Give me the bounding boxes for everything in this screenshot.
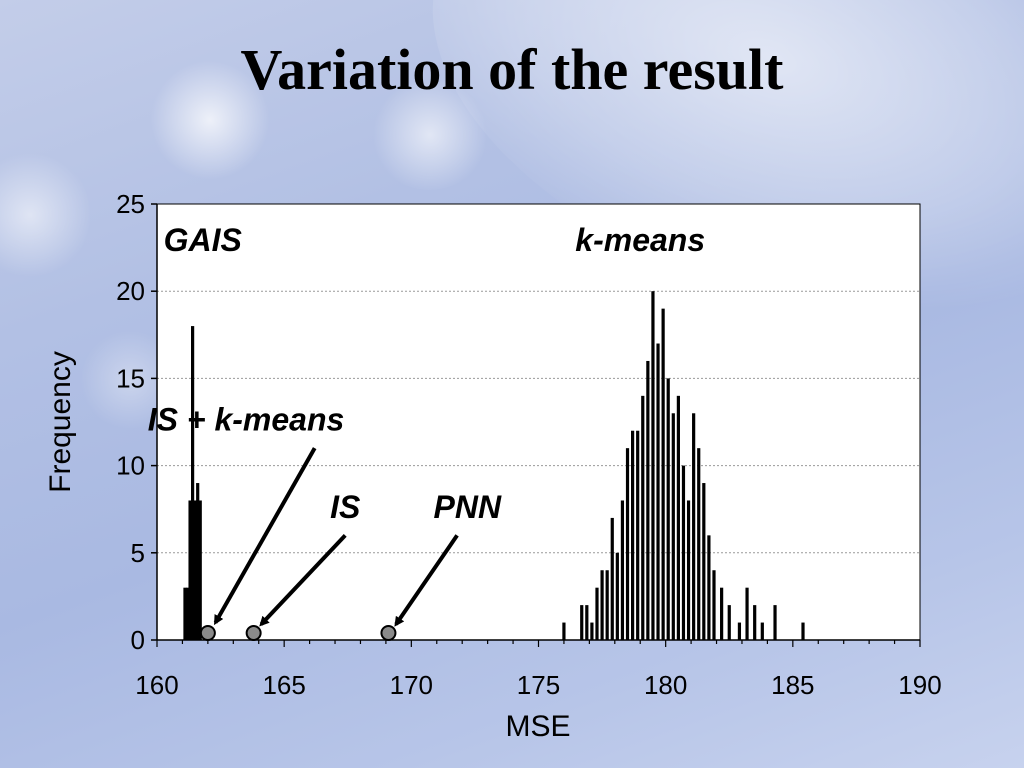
k-means-bar (666, 378, 670, 640)
k-means-bar (636, 430, 640, 640)
y-axis-label: Frequency (44, 351, 77, 493)
k-means-bar (562, 622, 566, 640)
k-means-bar (625, 448, 630, 640)
method-point (380, 625, 397, 642)
annotation-label: GAIS (164, 222, 243, 258)
gais-bar (188, 500, 192, 640)
y-tick-label: 0 (131, 625, 145, 655)
k-means-bar (595, 587, 599, 640)
k-means-bar (745, 587, 749, 640)
k-means-bar (692, 413, 696, 640)
k-means-bar (773, 605, 777, 640)
x-tick-label: 170 (390, 670, 433, 700)
k-means-bar (610, 517, 614, 640)
k-means-bar (580, 605, 584, 640)
plot-area (156, 203, 921, 641)
k-means-bar (712, 570, 716, 640)
k-means-bar (590, 622, 594, 640)
background-glow (370, 80, 490, 190)
y-tick-label: 15 (116, 363, 145, 393)
k-means-bar (631, 430, 635, 640)
k-means-bar (681, 465, 686, 640)
k-means-bar (656, 343, 660, 640)
k-means-bar (702, 483, 706, 640)
y-tick-label: 5 (131, 538, 145, 568)
annotation-label: k-means (575, 222, 705, 258)
gais-bar (196, 483, 200, 640)
k-means-bar (661, 308, 665, 640)
k-means-bar (585, 605, 589, 640)
annotation-label: IS (330, 489, 361, 525)
gais-bar (185, 587, 190, 640)
x-tick-label: 190 (898, 670, 941, 700)
slide-title: Variation of the result (240, 37, 784, 102)
x-tick-label: 160 (135, 670, 178, 700)
x-tick-label: 165 (262, 670, 305, 700)
y-tick-label: 25 (116, 189, 145, 219)
k-means-bar (737, 622, 742, 640)
y-tick-label: 10 (116, 451, 145, 481)
annotation-label: IS + k-means (148, 402, 345, 438)
k-means-bar (646, 360, 650, 640)
gais-bar (193, 500, 197, 640)
gais-bar (183, 587, 187, 640)
x-tick-label: 185 (771, 670, 814, 700)
k-means-bar (697, 448, 701, 640)
k-means-bar (600, 570, 604, 640)
k-means-bar (686, 500, 691, 640)
k-means-bar (620, 500, 625, 640)
k-means-bar (727, 605, 731, 640)
k-means-bar (641, 395, 645, 640)
x-tick-label: 180 (644, 670, 687, 700)
x-axis-label: MSE (505, 710, 570, 743)
gais-bar (191, 326, 195, 640)
gais-bar (198, 500, 202, 640)
method-point (245, 625, 262, 642)
k-means-bar (801, 622, 805, 640)
k-means-bar (753, 605, 757, 640)
k-means-bar (760, 622, 764, 640)
method-point (199, 625, 216, 642)
annotation-arrow (259, 533, 347, 627)
x-tick-label: 175 (517, 670, 560, 700)
y-tick-label: 20 (116, 276, 145, 306)
annotation-label: PNN (434, 489, 502, 525)
annotation-arrow (213, 447, 317, 626)
k-means-bar (676, 395, 680, 640)
k-means-bar (615, 552, 619, 640)
k-means-bar (605, 570, 609, 640)
k-means-bar (671, 413, 675, 640)
k-means-bar (651, 291, 655, 640)
k-means-bar (707, 535, 711, 640)
annotation-arrow (394, 534, 459, 627)
k-means-bar (720, 587, 724, 640)
background-glow (150, 60, 270, 180)
